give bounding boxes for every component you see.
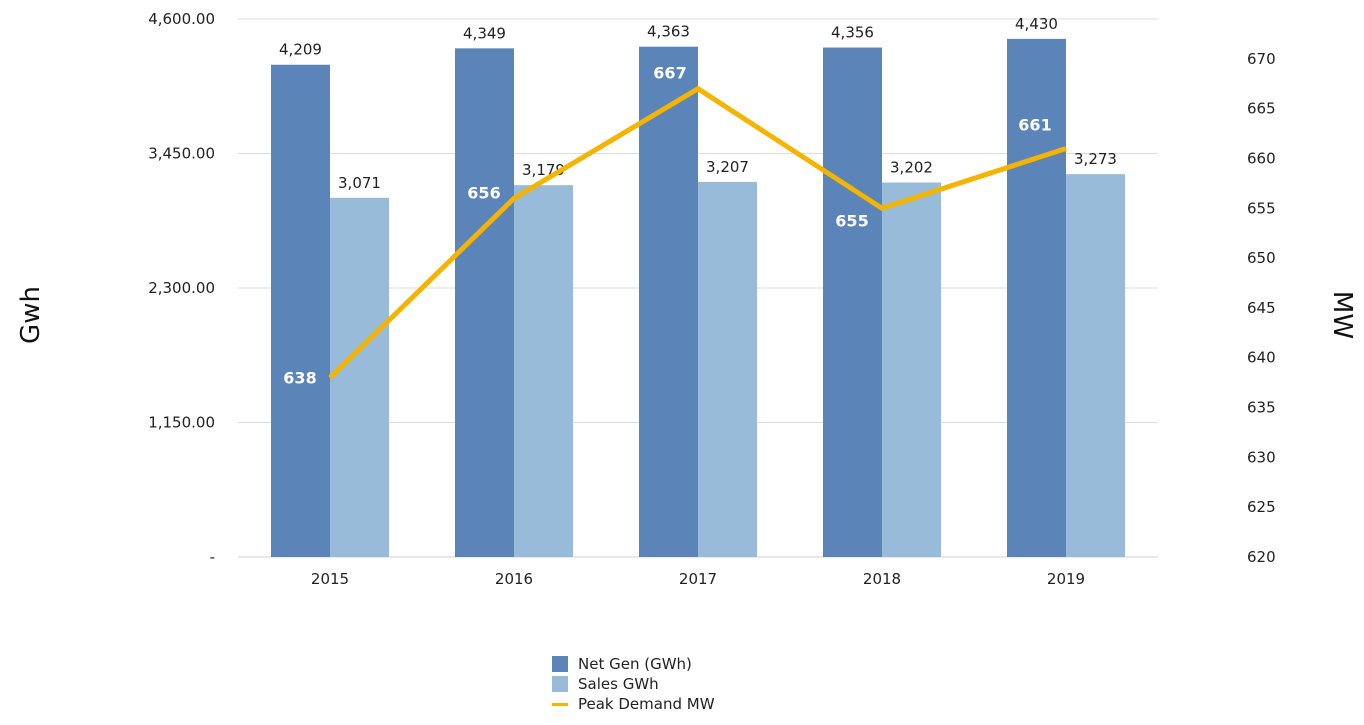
peak-demand-label: 656 xyxy=(467,183,500,202)
right-tick-label: 660 xyxy=(1247,149,1276,167)
right-tick-label: 655 xyxy=(1247,199,1276,217)
bar-label-sales: 3,273 xyxy=(1074,150,1117,168)
peak-demand-line-group: 638 656 667 655 661 xyxy=(283,64,1067,388)
right-tick-label: 620 xyxy=(1247,548,1276,566)
bar-net-gen xyxy=(1007,38,1066,557)
x-tick-label: 2017 xyxy=(679,570,717,588)
x-axis-ticks: 2015 2016 2017 2018 2019 xyxy=(311,570,1085,588)
right-tick-label: 640 xyxy=(1247,349,1276,367)
right-tick-label: 650 xyxy=(1247,249,1276,267)
left-tick-label: 3,450.00 xyxy=(148,145,215,163)
right-tick-label: 630 xyxy=(1247,448,1276,466)
bar-net-gen xyxy=(455,48,514,558)
bar-label-net-gen: 4,349 xyxy=(463,24,506,42)
bar-sales xyxy=(1066,174,1125,558)
right-tick-label: 635 xyxy=(1247,399,1276,417)
bar-label-net-gen: 4,209 xyxy=(279,41,322,59)
legend-item-sales: Sales GWh xyxy=(552,674,715,694)
bar-label-sales: 3,071 xyxy=(338,174,381,192)
legend-label-sales: Sales GWh xyxy=(578,675,659,693)
left-tick-label: - xyxy=(210,548,215,566)
legend-label-peak-demand: Peak Demand MW xyxy=(578,695,715,713)
y-axis-left-title: Gwh xyxy=(15,286,46,344)
bar-sales xyxy=(514,185,573,557)
peak-demand-label: 667 xyxy=(653,64,686,83)
peak-demand-label: 655 xyxy=(835,211,868,230)
right-tick-label: 665 xyxy=(1247,100,1276,118)
right-tick-label: 625 xyxy=(1247,498,1276,516)
bars: 4,2093,0714,3493,1794,3633,2074,3563,202… xyxy=(271,15,1125,558)
x-tick-label: 2016 xyxy=(495,570,533,588)
bar-label-net-gen: 4,356 xyxy=(831,24,874,42)
left-axis-ticks: - 1,150.00 2,300.00 3,450.00 4,600.00 xyxy=(148,10,215,566)
right-axis-ticks: 620 625 630 635 640 645 650 655 660 665 670 xyxy=(1247,50,1276,566)
bar-sales xyxy=(882,182,941,557)
left-tick-label: 4,600.00 xyxy=(148,10,215,28)
legend-label-net-gen: Net Gen (GWh) xyxy=(578,655,692,673)
x-tick-label: 2018 xyxy=(863,570,901,588)
left-tick-label: 1,150.00 xyxy=(148,414,215,432)
bar-label-net-gen: 4,363 xyxy=(647,23,690,41)
left-tick-label: 2,300.00 xyxy=(148,279,215,297)
legend: Net Gen (GWh) Sales GWh Peak Demand MW xyxy=(552,654,715,714)
legend-swatch-sales xyxy=(552,676,568,692)
x-tick-label: 2015 xyxy=(311,570,349,588)
bar-sales xyxy=(698,181,757,557)
x-tick-label: 2019 xyxy=(1047,570,1085,588)
peak-demand-label: 638 xyxy=(283,369,316,388)
legend-swatch-net-gen xyxy=(552,656,568,672)
y-axis-right-title: MW xyxy=(1327,290,1358,340)
peak-demand-line xyxy=(328,85,1067,380)
legend-item-net-gen: Net Gen (GWh) xyxy=(552,654,715,674)
bar-net-gen xyxy=(639,46,698,558)
bar-label-sales: 3,202 xyxy=(890,159,933,177)
right-tick-label: 645 xyxy=(1247,299,1276,317)
bar-label-net-gen: 4,430 xyxy=(1015,15,1058,33)
bar-net-gen xyxy=(823,47,882,558)
bar-sales xyxy=(330,197,389,557)
bar-net-gen xyxy=(271,64,330,557)
legend-swatch-peak-demand xyxy=(552,702,568,706)
bar-label-sales: 3,207 xyxy=(706,158,749,176)
legend-item-peak-demand: Peak Demand MW xyxy=(552,694,715,714)
right-tick-label: 670 xyxy=(1247,50,1276,68)
peak-demand-label: 661 xyxy=(1018,116,1051,135)
